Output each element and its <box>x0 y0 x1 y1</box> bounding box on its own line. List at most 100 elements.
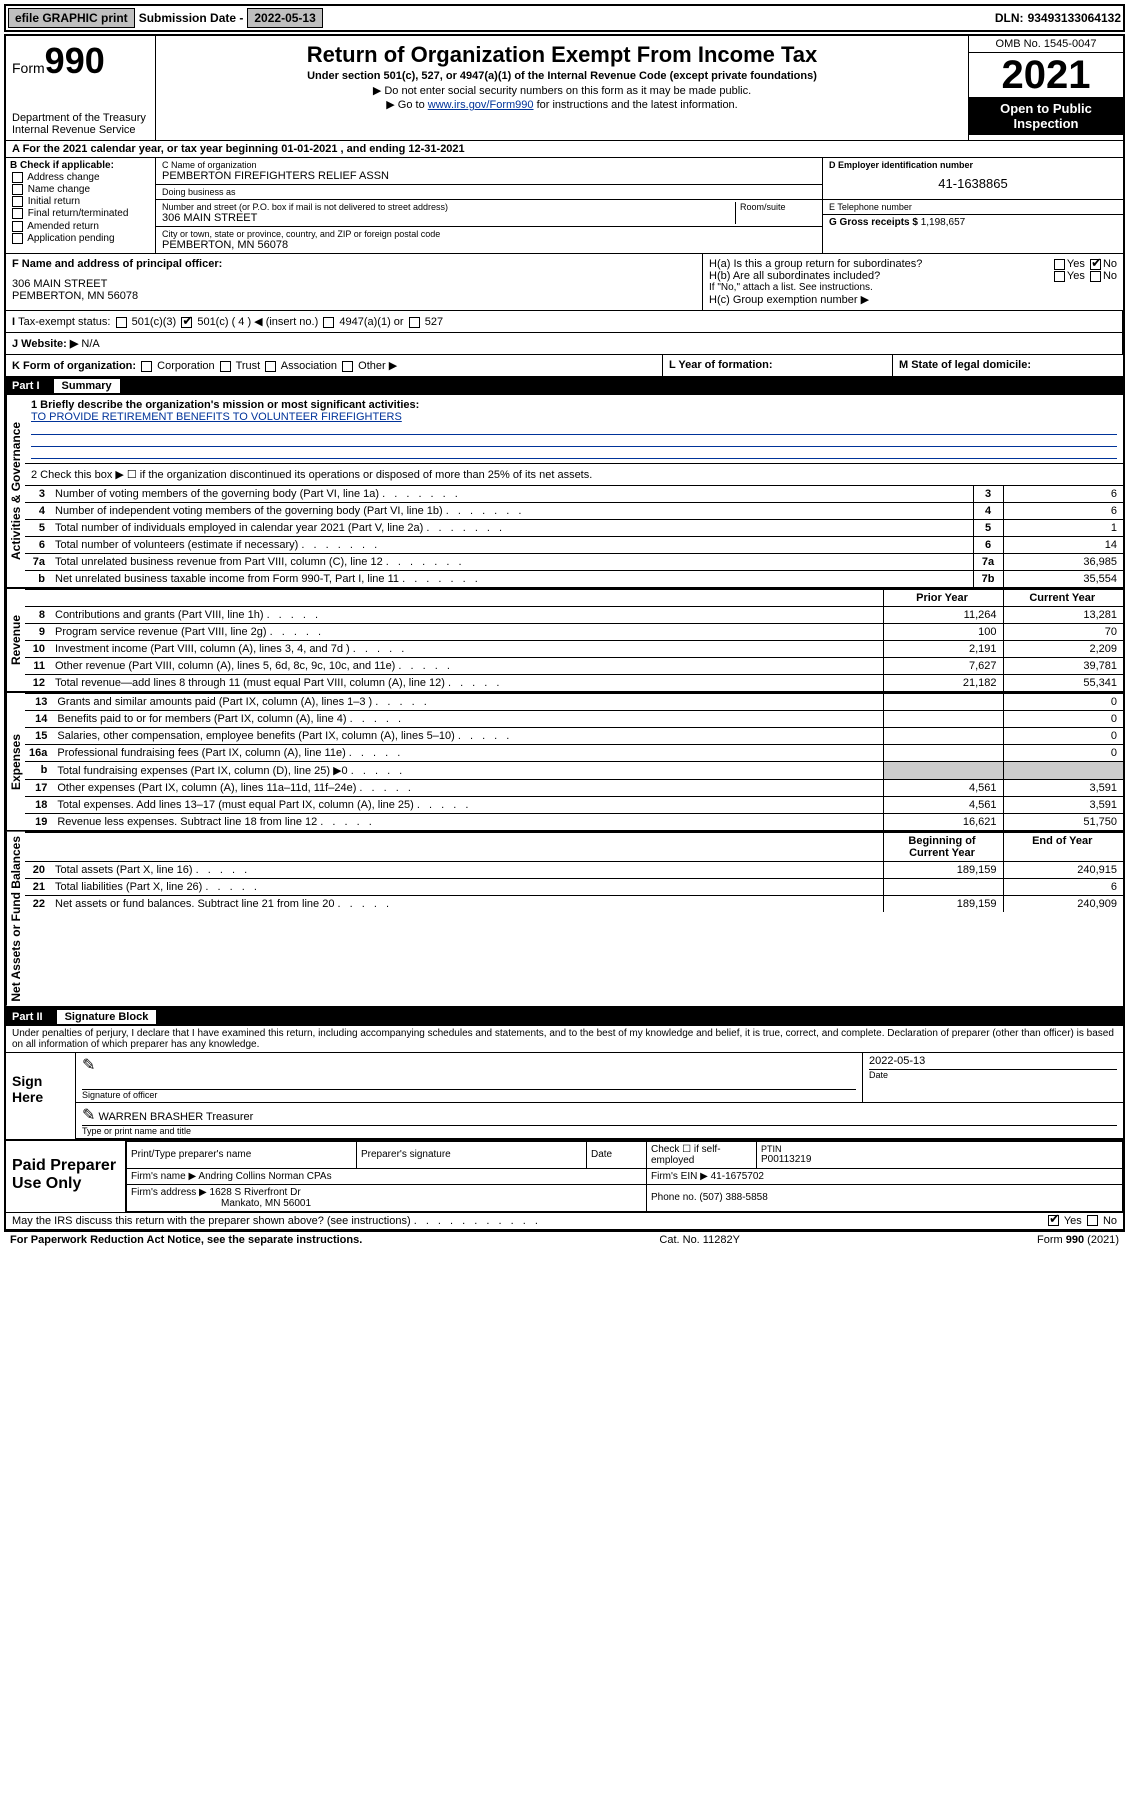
chk-527[interactable] <box>409 317 420 328</box>
org-name-label: C Name of organization <box>162 160 816 170</box>
chk-address-change[interactable] <box>12 172 23 183</box>
chk-name-change[interactable] <box>12 184 23 195</box>
ssn-note: ▶ Do not enter social security numbers o… <box>162 84 962 97</box>
discuss-yes[interactable] <box>1048 1215 1059 1226</box>
table-row: 17Other expenses (Part IX, column (A), l… <box>25 780 1123 797</box>
col-current-year: Current Year <box>1003 590 1123 607</box>
table-row: 4Number of independent voting members of… <box>25 503 1123 520</box>
signature-label: Signature of officer <box>82 1089 856 1100</box>
firm-addr1: 1628 S Riverfront Dr <box>210 1187 301 1198</box>
box-h: H(a) Is this a group return for subordin… <box>703 254 1123 310</box>
table-row: 3Number of voting members of the governi… <box>25 486 1123 503</box>
ha-label: H(a) Is this a group return for subordin… <box>709 258 922 270</box>
firm-name-label: Firm's name ▶ <box>131 1171 196 1182</box>
form-header: Form990 Department of the Treasury Inter… <box>6 36 1123 141</box>
chk-corp[interactable] <box>141 361 152 372</box>
website-value: N/A <box>81 338 99 350</box>
chk-other[interactable] <box>342 361 353 372</box>
room-label: Room/suite <box>740 202 816 212</box>
table-row: 21Total liabilities (Part X, line 26) . … <box>25 879 1123 896</box>
ein-label: D Employer identification number <box>829 160 1117 170</box>
open-to-public: Open to Public Inspection <box>969 97 1123 135</box>
form-990-container: Form990 Department of the Treasury Inter… <box>4 34 1125 1231</box>
goto-pre: ▶ Go to <box>386 99 427 111</box>
hb-label: H(b) Are all subordinates included? <box>709 270 880 282</box>
side-revenue: Revenue <box>6 589 25 691</box>
ptin-label: PTIN <box>761 1144 1118 1154</box>
section-revenue: Revenue Prior YearCurrent Year 8Contribu… <box>6 589 1123 693</box>
chk-assoc[interactable] <box>265 361 276 372</box>
discuss-yes-lbl: Yes <box>1064 1215 1082 1227</box>
tax-year: 2021 <box>969 53 1123 97</box>
discuss-question: May the IRS discuss this return with the… <box>12 1215 411 1227</box>
mission-text: TO PROVIDE RETIREMENT BENEFITS TO VOLUNT… <box>31 411 1117 423</box>
state-domicile-label: M State of legal domicile: <box>899 359 1031 371</box>
chk-4947[interactable] <box>323 317 334 328</box>
dln-value: 93493133064132 <box>1028 11 1121 25</box>
period-mid: , and ending <box>341 143 409 155</box>
prep-name-label: Print/Type preparer's name <box>127 1141 357 1168</box>
form-word: Form <box>12 60 45 76</box>
mission-label: 1 Briefly describe the organization's mi… <box>31 399 1117 411</box>
period-label: A For the 2021 calendar year, or tax yea… <box>12 143 281 155</box>
website-label: J Website: ▶ <box>12 338 78 350</box>
addr-label: Number and street (or P.O. box if mail i… <box>162 202 731 212</box>
table-row: 5Total number of individuals employed in… <box>25 520 1123 537</box>
officer-name-label: Type or print name and title <box>82 1125 1117 1136</box>
ha-yes-lbl: Yes <box>1067 258 1085 270</box>
col-end: End of Year <box>1003 833 1123 862</box>
footer-left: For Paperwork Reduction Act Notice, see … <box>10 1234 362 1246</box>
chk-app-pending[interactable] <box>12 233 23 244</box>
sign-here-label: Sign Here <box>6 1053 76 1139</box>
row-i: I Tax-exempt status: 501(c)(3) 501(c) ( … <box>6 311 1123 333</box>
tax-period-row: A For the 2021 calendar year, or tax yea… <box>6 141 1123 158</box>
mission-blank-line <box>31 423 1117 435</box>
firm-addr2: Mankato, MN 56001 <box>131 1198 642 1209</box>
opt-final-return: Final return/terminated <box>28 209 129 220</box>
officer-label: F Name and address of principal officer: <box>12 258 696 270</box>
opt-501c3: 501(c)(3) <box>132 316 177 328</box>
mission-blank-line <box>31 435 1117 447</box>
chk-initial-return[interactable] <box>12 196 23 207</box>
chk-trust[interactable] <box>220 361 231 372</box>
ha-yes[interactable] <box>1054 259 1065 270</box>
city-label: City or town, state or province, country… <box>162 229 816 239</box>
discuss-no[interactable] <box>1087 1215 1098 1226</box>
hb-no[interactable] <box>1090 271 1101 282</box>
hb-yes[interactable] <box>1054 271 1065 282</box>
table-row: 7aTotal unrelated business revenue from … <box>25 554 1123 571</box>
sign-date-label: Date <box>869 1069 1117 1080</box>
chk-501c[interactable] <box>181 317 192 328</box>
table-row: 22Net assets or fund balances. Subtract … <box>25 896 1123 913</box>
period-end: 12-31-2021 <box>408 143 464 155</box>
box-c: C Name of organization PEMBERTON FIREFIG… <box>156 158 823 253</box>
table-row: 10Investment income (Part VIII, column (… <box>25 641 1123 658</box>
col-beginning: Beginning of Current Year <box>883 833 1003 862</box>
part1-num: Part I <box>12 380 50 392</box>
table-row: 16aProfessional fundraising fees (Part I… <box>25 745 1123 762</box>
chk-amended[interactable] <box>12 221 23 232</box>
efile-button[interactable]: efile GRAPHIC print <box>8 8 135 28</box>
chk-501c3[interactable] <box>116 317 127 328</box>
opt-initial-return: Initial return <box>28 196 80 207</box>
paid-preparer-block: Paid Preparer Use Only Print/Type prepar… <box>6 1139 1123 1212</box>
discuss-no-lbl: No <box>1103 1215 1117 1227</box>
row-j: J Website: ▶ N/A <box>6 333 1123 355</box>
opt-assoc: Association <box>281 360 337 372</box>
box-f: F Name and address of principal officer:… <box>6 254 703 310</box>
gov-table: 3Number of voting members of the governi… <box>25 485 1123 587</box>
phone-label: E Telephone number <box>829 202 1117 212</box>
ha-no[interactable] <box>1090 259 1101 270</box>
chk-final-return[interactable] <box>12 208 23 219</box>
footer-right: Form 990 (2021) <box>1037 1234 1119 1246</box>
section-governance: Activities & Governance 1 Briefly descri… <box>6 395 1123 589</box>
officer-addr2: PEMBERTON, MN 56078 <box>12 290 696 302</box>
opt-corp: Corporation <box>157 360 214 372</box>
table-row: 9Program service revenue (Part VIII, lin… <box>25 624 1123 641</box>
discuss-row: May the IRS discuss this return with the… <box>6 1212 1123 1229</box>
table-row: 13Grants and similar amounts paid (Part … <box>25 694 1123 711</box>
form-number: 990 <box>45 40 105 81</box>
side-expenses: Expenses <box>6 693 25 830</box>
table-row: 19Revenue less expenses. Subtract line 1… <box>25 814 1123 831</box>
irs-link[interactable]: www.irs.gov/Form990 <box>428 99 534 111</box>
